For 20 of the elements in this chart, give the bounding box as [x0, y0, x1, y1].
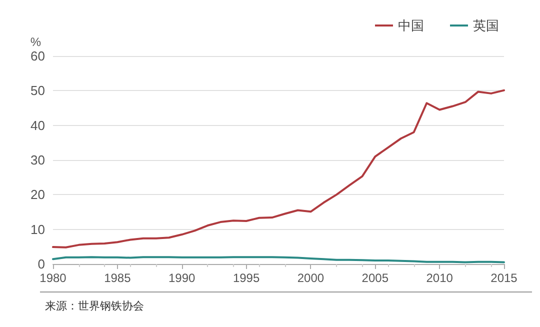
legend-label: 中国: [398, 18, 424, 33]
x-tick-label: 2010: [426, 271, 454, 285]
y-tick-label: 60: [30, 48, 45, 64]
x-tick-label: 1985: [104, 271, 132, 285]
y-tick-label: 30: [30, 152, 45, 168]
y-tick-label: 0: [38, 256, 45, 272]
legend-label: 英国: [473, 18, 499, 33]
line-series: [52, 89, 505, 248]
y-tick-label: 10: [30, 222, 45, 237]
x-tick-label: 2015: [490, 271, 518, 285]
y-tick-label: 40: [30, 118, 45, 133]
x-tick-label: 1995: [232, 271, 260, 285]
y-axis-title: %: [30, 35, 42, 49]
source-note: 来源：世界钢铁协会: [45, 300, 144, 312]
x-tick-label: 1980: [40, 271, 67, 285]
x-tick-label: 2000: [297, 271, 324, 285]
x-tick-label: 1990: [168, 271, 196, 285]
y-tick-label: 50: [30, 83, 45, 98]
x-tick-label: 2005: [362, 271, 389, 285]
y-tick-label: 20: [30, 187, 45, 202]
